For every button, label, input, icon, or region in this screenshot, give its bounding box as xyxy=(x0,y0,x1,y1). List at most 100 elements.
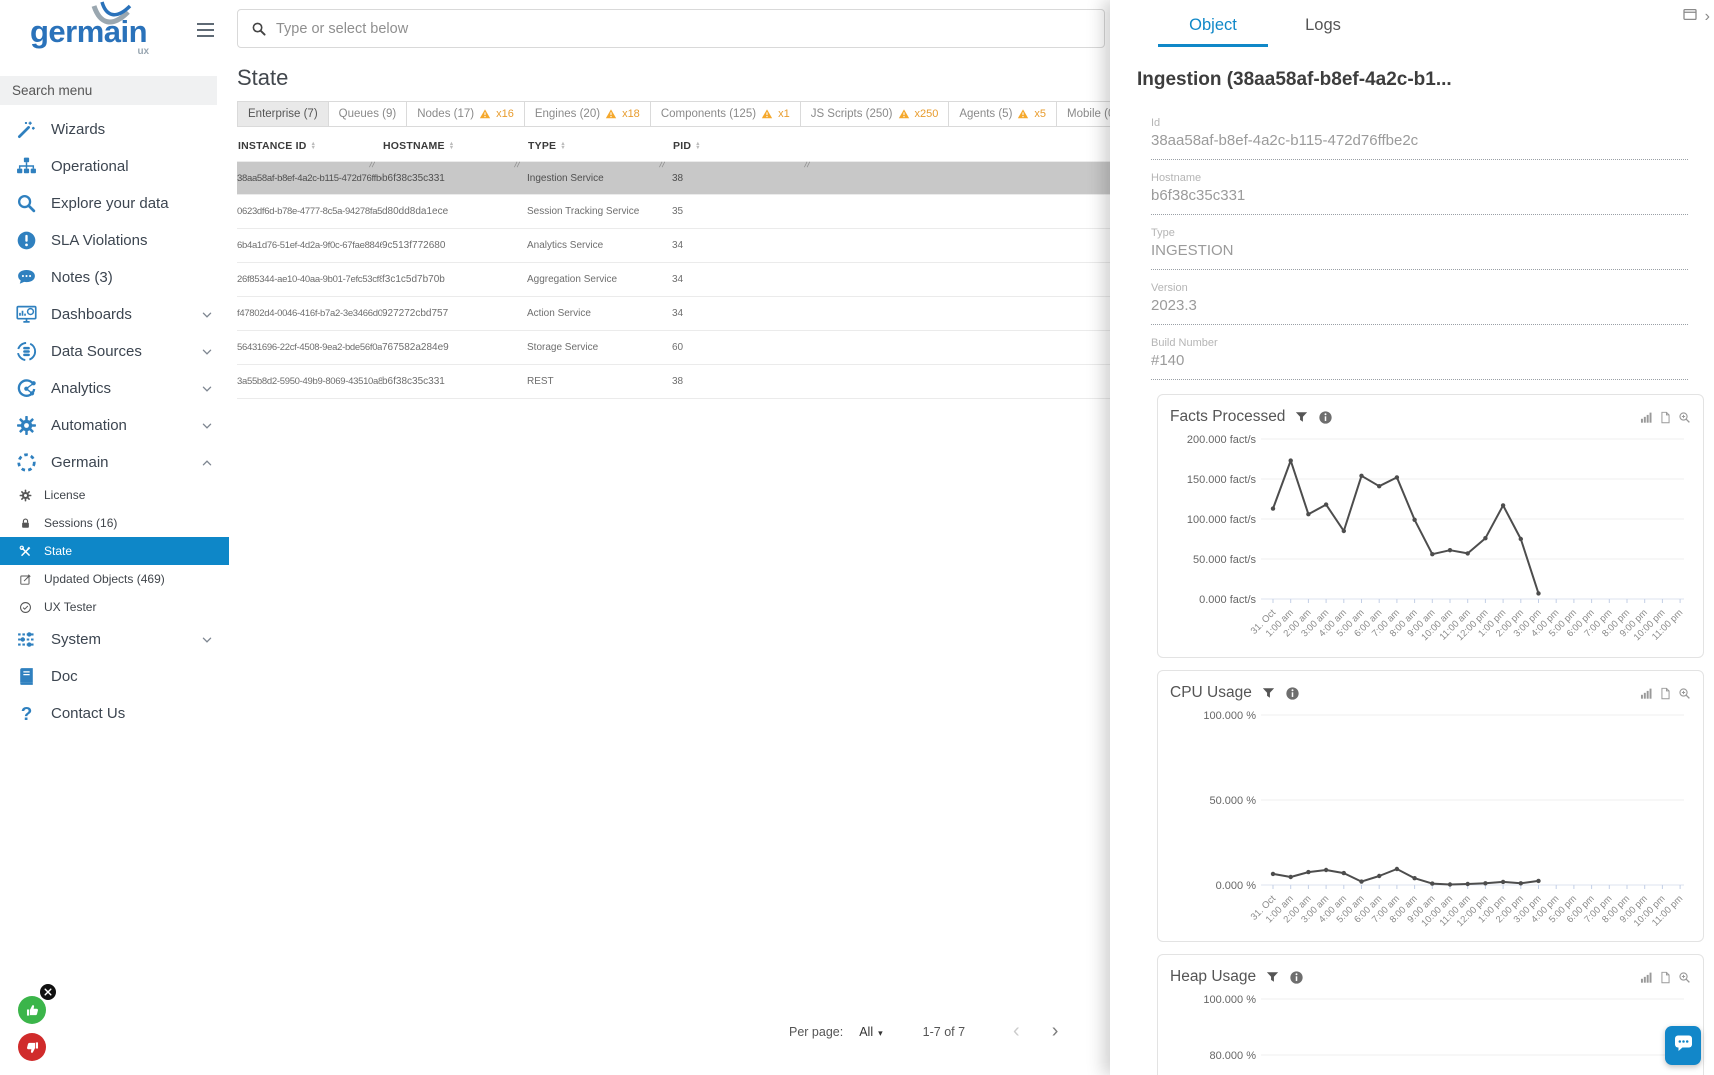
sort-icon[interactable]: ▲ ▼ xyxy=(560,140,566,151)
object-field-type: Type INGESTION xyxy=(1151,215,1688,270)
sidebar-subitem-state[interactable]: State xyxy=(0,537,229,565)
bar-chart-toggle-icon[interactable] xyxy=(1640,411,1653,424)
info-icon[interactable] xyxy=(1289,970,1304,985)
cell-instance-id: 26f85344-ae10-40aa-9b01-7efc53cf8366 xyxy=(237,274,382,285)
bar-chart-toggle-icon[interactable] xyxy=(1640,971,1653,984)
column-resize-handle[interactable] xyxy=(368,160,377,169)
brand-sub-text: ux xyxy=(137,46,150,57)
sort-icon[interactable]: ▲ ▼ xyxy=(310,140,317,151)
column-header-type[interactable]: TYPE ▲ ▼ xyxy=(528,140,673,168)
sidebar-item-sla-violations[interactable]: SLA Violations xyxy=(0,222,229,259)
state-tab-js-scripts-250[interactable]: JS Scripts (250) x250 xyxy=(799,101,950,127)
check-circle-icon xyxy=(18,600,33,615)
sidebar-item-analytics[interactable]: Analytics xyxy=(0,370,229,407)
panel-window-controls: › xyxy=(1682,7,1710,27)
table-row[interactable]: f47802d4-0046-416f-b7a2-3e3466d066b0 927… xyxy=(237,297,1714,331)
state-tab-enterprise-7[interactable]: Enterprise (7) xyxy=(237,101,329,127)
state-tab-engines-20[interactable]: Engines (20) x18 xyxy=(523,101,651,127)
chevron-down-icon xyxy=(201,420,213,432)
sort-icon[interactable]: ▲ ▼ xyxy=(448,140,455,151)
caret-down-icon: ▾ xyxy=(878,1027,883,1038)
export-file-icon[interactable] xyxy=(1659,687,1672,700)
sidebar-subitem-license[interactable]: License xyxy=(0,481,229,509)
filter-icon[interactable] xyxy=(1294,410,1309,425)
main-search-bar[interactable] xyxy=(237,9,1105,48)
table-row[interactable]: 6b4a1d76-51ef-4d2a-9f0c-67fae88469bd 9c5… xyxy=(237,229,1714,263)
field-value: INGESTION xyxy=(1151,242,1234,259)
column-resize-handle[interactable] xyxy=(658,160,667,169)
chat-widget-button[interactable] xyxy=(1665,1026,1701,1065)
cell-type: Ingestion Service xyxy=(527,172,604,184)
column-header-instance-id[interactable]: INSTANCE ID ▲ ▼ xyxy=(238,140,383,168)
tab-logs[interactable]: Logs xyxy=(1305,16,1341,34)
state-tab-queues-9[interactable]: Queues (9) xyxy=(327,101,408,127)
close-panel-icon[interactable]: › xyxy=(1704,8,1710,25)
sidebar-item-explore-your-data[interactable]: Explore your data xyxy=(0,185,229,222)
sidebar-item-notes-3[interactable]: Notes (3) xyxy=(0,259,229,296)
sidebar-item-operational[interactable]: Operational xyxy=(0,148,229,185)
table-row[interactable]: 3a55b8d2-5950-49b9-8069-43510a8ae611 b6f… xyxy=(237,365,1714,399)
sidebar-item-automation[interactable]: Automation xyxy=(0,407,229,444)
sidebar-item-wizards[interactable]: Wizards xyxy=(0,111,229,148)
cell-type: Analytics Service xyxy=(527,240,604,251)
field-label: Type xyxy=(1151,227,1175,239)
sidebar-search-input[interactable] xyxy=(0,76,217,105)
chart-title: Facts Processed xyxy=(1170,408,1286,425)
column-resize-handle[interactable] xyxy=(513,160,522,169)
main-search-input[interactable] xyxy=(276,20,1104,37)
info-icon[interactable] xyxy=(1318,410,1333,425)
table-row[interactable]: 26f85344-ae10-40aa-9b01-7efc53cf8366 f3c… xyxy=(237,263,1714,297)
zoom-chart-icon[interactable] xyxy=(1678,687,1691,700)
thumbs-down-button[interactable] xyxy=(18,1033,46,1061)
popout-window-icon[interactable] xyxy=(1682,7,1698,27)
sidebar-item-system[interactable]: System xyxy=(0,621,229,658)
filter-icon[interactable] xyxy=(1265,970,1280,985)
thumbs-up-button[interactable] xyxy=(18,996,46,1024)
germain-logo: germain ux xyxy=(30,1,149,57)
sidebar-item-doc[interactable]: Doc xyxy=(0,658,229,695)
bar-chart-toggle-icon[interactable] xyxy=(1640,687,1653,700)
chart-card-cpu-usage: CPU Usage 100.000 % 50.000 % 0.000 % 31. Oc… xyxy=(1157,670,1704,942)
logo-row: germain ux xyxy=(0,0,229,70)
cell-pid: 38 xyxy=(672,172,684,184)
sort-icon[interactable]: ▲ ▼ xyxy=(695,140,701,151)
sidebar-subitem-ux-tester[interactable]: UX Tester xyxy=(0,593,229,621)
sidebar-item-dashboards[interactable]: Dashboards xyxy=(0,296,229,333)
book-icon xyxy=(15,666,37,688)
table-row[interactable]: 0623df6d-b78e-4777-8c5a-94278fa5ae36 d80… xyxy=(237,195,1714,229)
export-file-icon[interactable] xyxy=(1659,971,1672,984)
filter-icon[interactable] xyxy=(1261,686,1276,701)
sidebar-item-label: Contact Us xyxy=(51,705,126,722)
field-label: Hostname xyxy=(1151,172,1202,184)
sidebar-item-germain[interactable]: Germain xyxy=(0,444,229,481)
export-file-icon[interactable] xyxy=(1659,411,1672,424)
comment-icon xyxy=(15,267,37,289)
table-row[interactable]: 56431696-22cf-4508-9ea2-bde56f0ae0b7 767… xyxy=(237,331,1714,365)
previous-page-button[interactable]: ‹ xyxy=(1013,1020,1020,1042)
next-page-button[interactable]: › xyxy=(1051,1020,1059,1042)
sidebar-item-contact-us[interactable]: ? Contact Us xyxy=(0,695,229,732)
chart-title: CPU Usage xyxy=(1170,684,1252,701)
tab-object[interactable]: Object xyxy=(1158,16,1268,47)
info-icon[interactable] xyxy=(1285,686,1300,701)
chart-card-heap-usage: Heap Usage 100.000 % 80.000 % xyxy=(1157,954,1704,1075)
chart-plot-facts-processed: 200.000 fact/s 150.000 fact/s 100.000 fact… xyxy=(1187,434,1685,643)
column-header-hostname[interactable]: HOSTNAME ▲ ▼ xyxy=(383,140,528,168)
search-icon xyxy=(251,21,267,37)
alert-circle-icon xyxy=(15,230,37,252)
column-resize-handle[interactable] xyxy=(803,160,812,169)
zoom-chart-icon[interactable] xyxy=(1678,971,1691,984)
state-tab-components-125[interactable]: Components (125) x1 xyxy=(649,101,801,127)
dismiss-feedback-icon[interactable] xyxy=(40,984,56,1000)
sidebar-subitem-sessions-16[interactable]: Sessions (16) xyxy=(0,509,229,537)
per-page-select[interactable]: All ▾ xyxy=(859,1024,883,1039)
column-header-pid[interactable]: PID ▲ ▼ xyxy=(673,140,818,168)
state-tab-nodes-17[interactable]: Nodes (17) x16 xyxy=(406,101,525,127)
hamburger-menu-icon[interactable] xyxy=(196,22,215,43)
sidebar-item-data-sources[interactable]: Data Sources xyxy=(0,333,229,370)
warning-triangle-icon xyxy=(761,108,773,120)
sidebar-subitem-updated-objects-469[interactable]: Updated Objects (469) xyxy=(0,565,229,593)
zoom-chart-icon[interactable] xyxy=(1678,411,1691,424)
state-tab-agents-5[interactable]: Agents (5) x5 xyxy=(948,101,1058,127)
